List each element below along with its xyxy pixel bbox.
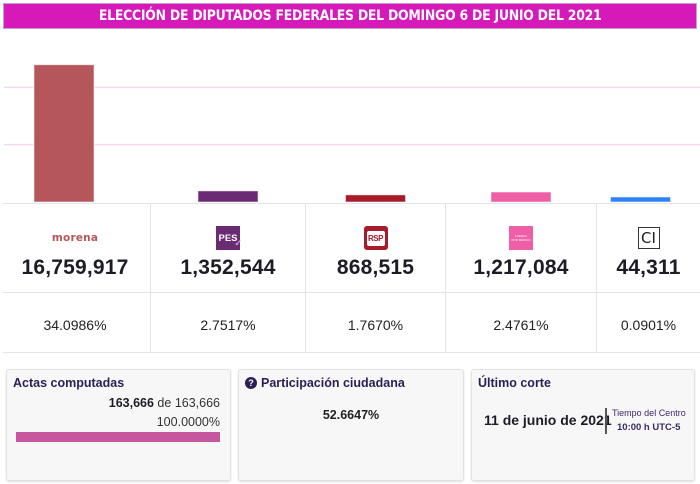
party-percent: 1.7670%: [347, 317, 404, 333]
votes-bar-chart: [4, 64, 700, 203]
check-icon: ✓: [234, 238, 242, 248]
bar-fuerza-por-méxico[interactable]: [490, 191, 552, 203]
party-percent: 2.7517%: [200, 317, 256, 333]
fxm-logo-text-2: POR MÉXICO: [511, 238, 531, 242]
bar-morena[interactable]: [33, 64, 95, 203]
fxm-logo-icon: FUERZA POR MÉXICO: [509, 226, 533, 250]
col-divider: [305, 203, 306, 353]
bar-pes[interactable]: [197, 190, 259, 203]
corte-separator: [605, 408, 607, 434]
party-cell-pes[interactable]: PES ✓ 1,352,544: [151, 203, 305, 293]
actas-total: 163,666: [174, 396, 220, 410]
party-votes: 1,352,544: [180, 256, 276, 279]
corte-date: 11 de junio de 2021: [484, 412, 612, 428]
col-divider: [445, 203, 446, 353]
party-percent: 2.4761%: [493, 317, 549, 333]
page-title: ELECCIÓN DE DIPUTADOS FEDERALES DEL DOMI…: [3, 3, 697, 29]
ci-logo-icon: CI: [637, 227, 660, 249]
rsp-logo: RSP: [363, 225, 388, 251]
page-title-text: ELECCIÓN DE DIPUTADOS FEDERALES DEL DOMI…: [98, 8, 602, 24]
bar-rsp[interactable]: [345, 194, 406, 203]
results-table: morena 16,759,917 PES ✓ 1,352,544 RSP 86…: [0, 203, 700, 353]
party-cell-morena[interactable]: morena 16,759,917: [0, 203, 150, 293]
actas-title: Actas computadas: [13, 376, 125, 390]
actas-computed: 163,666: [108, 396, 154, 410]
rsp-logo-icon: RSP: [363, 226, 388, 250]
pes-logo: PES ✓: [216, 225, 242, 251]
actas-card: Actas computadas 163,666 de 163,666 100.…: [6, 369, 231, 481]
participacion-value: 52.6647%: [322, 408, 380, 422]
party-cell-fxm[interactable]: FUERZA POR MÉXICO 1,217,084: [446, 203, 596, 293]
party-votes: 1,217,084: [473, 256, 569, 279]
participacion-title: Participación ciudadana: [261, 376, 405, 390]
party-votes: 16,759,917: [21, 256, 129, 279]
actas-progress-fill: [16, 432, 220, 442]
row-divider: [3, 352, 700, 353]
party-cell-ci[interactable]: CI 44,311: [597, 203, 700, 293]
party-votes: 44,311: [616, 256, 681, 279]
fxm-logo-text-1: FUERZA: [515, 234, 527, 238]
fxm-logo: FUERZA POR MÉXICO: [509, 225, 533, 251]
row-divider: [3, 292, 700, 293]
corte-timezone-label: Tiempo del Centro: [612, 408, 686, 418]
corte-time: 10:00 h UTC-5: [617, 422, 681, 433]
col-divider: [150, 203, 151, 353]
pes-logo-icon: PES ✓: [216, 226, 242, 250]
actas-connector: de: [157, 396, 172, 410]
actas-progress-bar: [16, 432, 220, 442]
bar-ci[interactable]: [610, 196, 671, 203]
corte-card: Último corte 11 de junio de 2021 Tiempo …: [471, 369, 695, 481]
party-votes: 868,515: [336, 256, 415, 279]
participacion-card: ? Participación ciudadana 52.6647%: [238, 369, 464, 481]
morena-logo-text: morena: [51, 232, 99, 244]
participacion-title-row: ? Participación ciudadana: [245, 376, 405, 390]
actas-count: 163,666 de 163,666: [109, 396, 220, 410]
party-percent: 34.0986%: [43, 317, 107, 333]
morena-logo: morena: [52, 225, 98, 251]
party-percent: 0.0901%: [620, 317, 677, 333]
pes-logo-text: PES: [218, 232, 238, 244]
corte-title: Último corte: [478, 376, 551, 390]
row-divider: [3, 203, 700, 204]
question-circle-icon[interactable]: ?: [245, 377, 257, 389]
party-cell-rsp[interactable]: RSP 868,515: [306, 203, 445, 293]
actas-percent: 100.0000%: [156, 415, 220, 429]
ci-logo: CI: [637, 225, 660, 251]
col-divider: [596, 203, 597, 353]
ci-logo-text: CI: [641, 229, 656, 247]
rsp-logo-text: RSP: [366, 230, 385, 246]
